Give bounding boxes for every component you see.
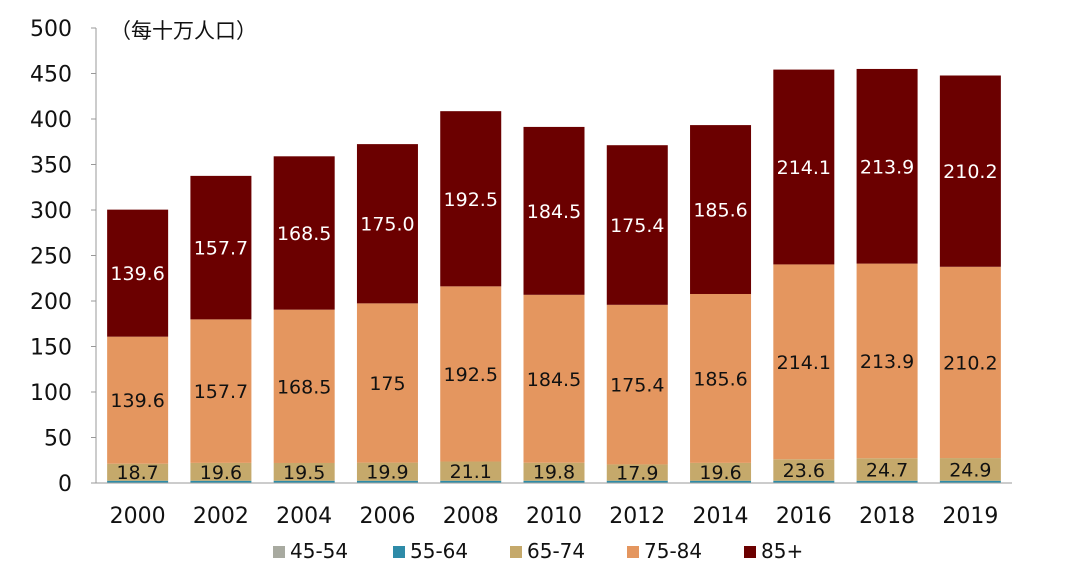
y-tick-label: 100 xyxy=(30,381,72,406)
legend-swatch xyxy=(510,546,522,558)
data-label: 19.6 xyxy=(699,462,741,484)
legend-swatch xyxy=(627,546,639,558)
data-label: 210.2 xyxy=(943,161,997,183)
y-tick-label: 0 xyxy=(58,472,72,497)
y-tick-label: 150 xyxy=(30,336,72,361)
legend: 45-54 55-64 65-74 75-84 85+ xyxy=(273,539,803,563)
data-label: 185.6 xyxy=(693,368,747,390)
data-label: 210.2 xyxy=(943,352,997,374)
legend-entry: 85+ xyxy=(761,539,803,563)
data-label: 19.6 xyxy=(200,462,242,484)
bars xyxy=(107,69,1001,483)
data-label: 175 xyxy=(369,373,405,395)
x-tick-label: 2014 xyxy=(693,504,749,529)
data-label: 139.6 xyxy=(110,390,164,412)
data-label: 192.5 xyxy=(444,189,498,211)
x-tick-label: 2000 xyxy=(110,504,166,529)
data-label: 185.6 xyxy=(693,200,747,222)
y-tick-label: 300 xyxy=(30,199,72,224)
x-tick-label: 2006 xyxy=(359,504,415,529)
legend-entry: 55-64 xyxy=(410,539,468,563)
y-tick-label: 400 xyxy=(30,108,72,133)
data-label: 24.9 xyxy=(949,459,991,481)
legend-swatch xyxy=(273,546,285,558)
legend-swatch xyxy=(393,546,405,558)
x-tick-label: 2012 xyxy=(609,504,665,529)
data-label: 157.7 xyxy=(194,238,248,260)
data-label: 214.1 xyxy=(777,157,831,179)
data-label: 184.5 xyxy=(527,201,581,223)
unit-label: （每十万人口） xyxy=(110,19,257,43)
data-label: 175.4 xyxy=(610,215,664,237)
data-label: 213.9 xyxy=(860,156,914,178)
data-label: 175.0 xyxy=(360,214,414,236)
legend-entry: 75-84 xyxy=(644,539,702,563)
data-label: 19.8 xyxy=(533,462,575,484)
data-label: 24.7 xyxy=(866,459,908,481)
legend-swatch xyxy=(744,546,756,558)
x-tick-label: 2010 xyxy=(526,504,582,529)
data-label: 213.9 xyxy=(860,351,914,373)
x-tick-label: 2018 xyxy=(859,504,915,529)
y-tick-label: 500 xyxy=(30,17,72,42)
x-tick-label: 2019 xyxy=(942,504,998,529)
legend-entry: 65-74 xyxy=(527,539,585,563)
data-label: 23.6 xyxy=(783,460,825,482)
x-tick-label: 2002 xyxy=(193,504,249,529)
data-label: 139.6 xyxy=(110,263,164,285)
data-label: 19.5 xyxy=(283,462,325,484)
data-label: 18.7 xyxy=(116,462,158,484)
y-tick-label: 50 xyxy=(44,427,72,452)
data-label: 214.1 xyxy=(777,352,831,374)
y-tick-label: 350 xyxy=(30,154,72,179)
data-label: 184.5 xyxy=(527,369,581,391)
data-label: 19.9 xyxy=(366,462,408,484)
data-label: 168.5 xyxy=(277,223,331,245)
data-label: 168.5 xyxy=(277,376,331,398)
y-tick-label: 450 xyxy=(30,63,72,88)
data-label: 17.9 xyxy=(616,463,658,485)
x-tick-label: 2004 xyxy=(276,504,332,529)
y-tick-label: 200 xyxy=(30,290,72,315)
x-tick-label: 2008 xyxy=(443,504,499,529)
data-label: 157.7 xyxy=(194,381,248,403)
data-label: 192.5 xyxy=(444,364,498,386)
x-tick-label: 2016 xyxy=(776,504,832,529)
data-label: 21.1 xyxy=(450,461,492,483)
y-tick-label: 250 xyxy=(30,245,72,270)
data-label: 175.4 xyxy=(610,375,664,397)
legend-entry: 45-54 xyxy=(290,539,348,563)
